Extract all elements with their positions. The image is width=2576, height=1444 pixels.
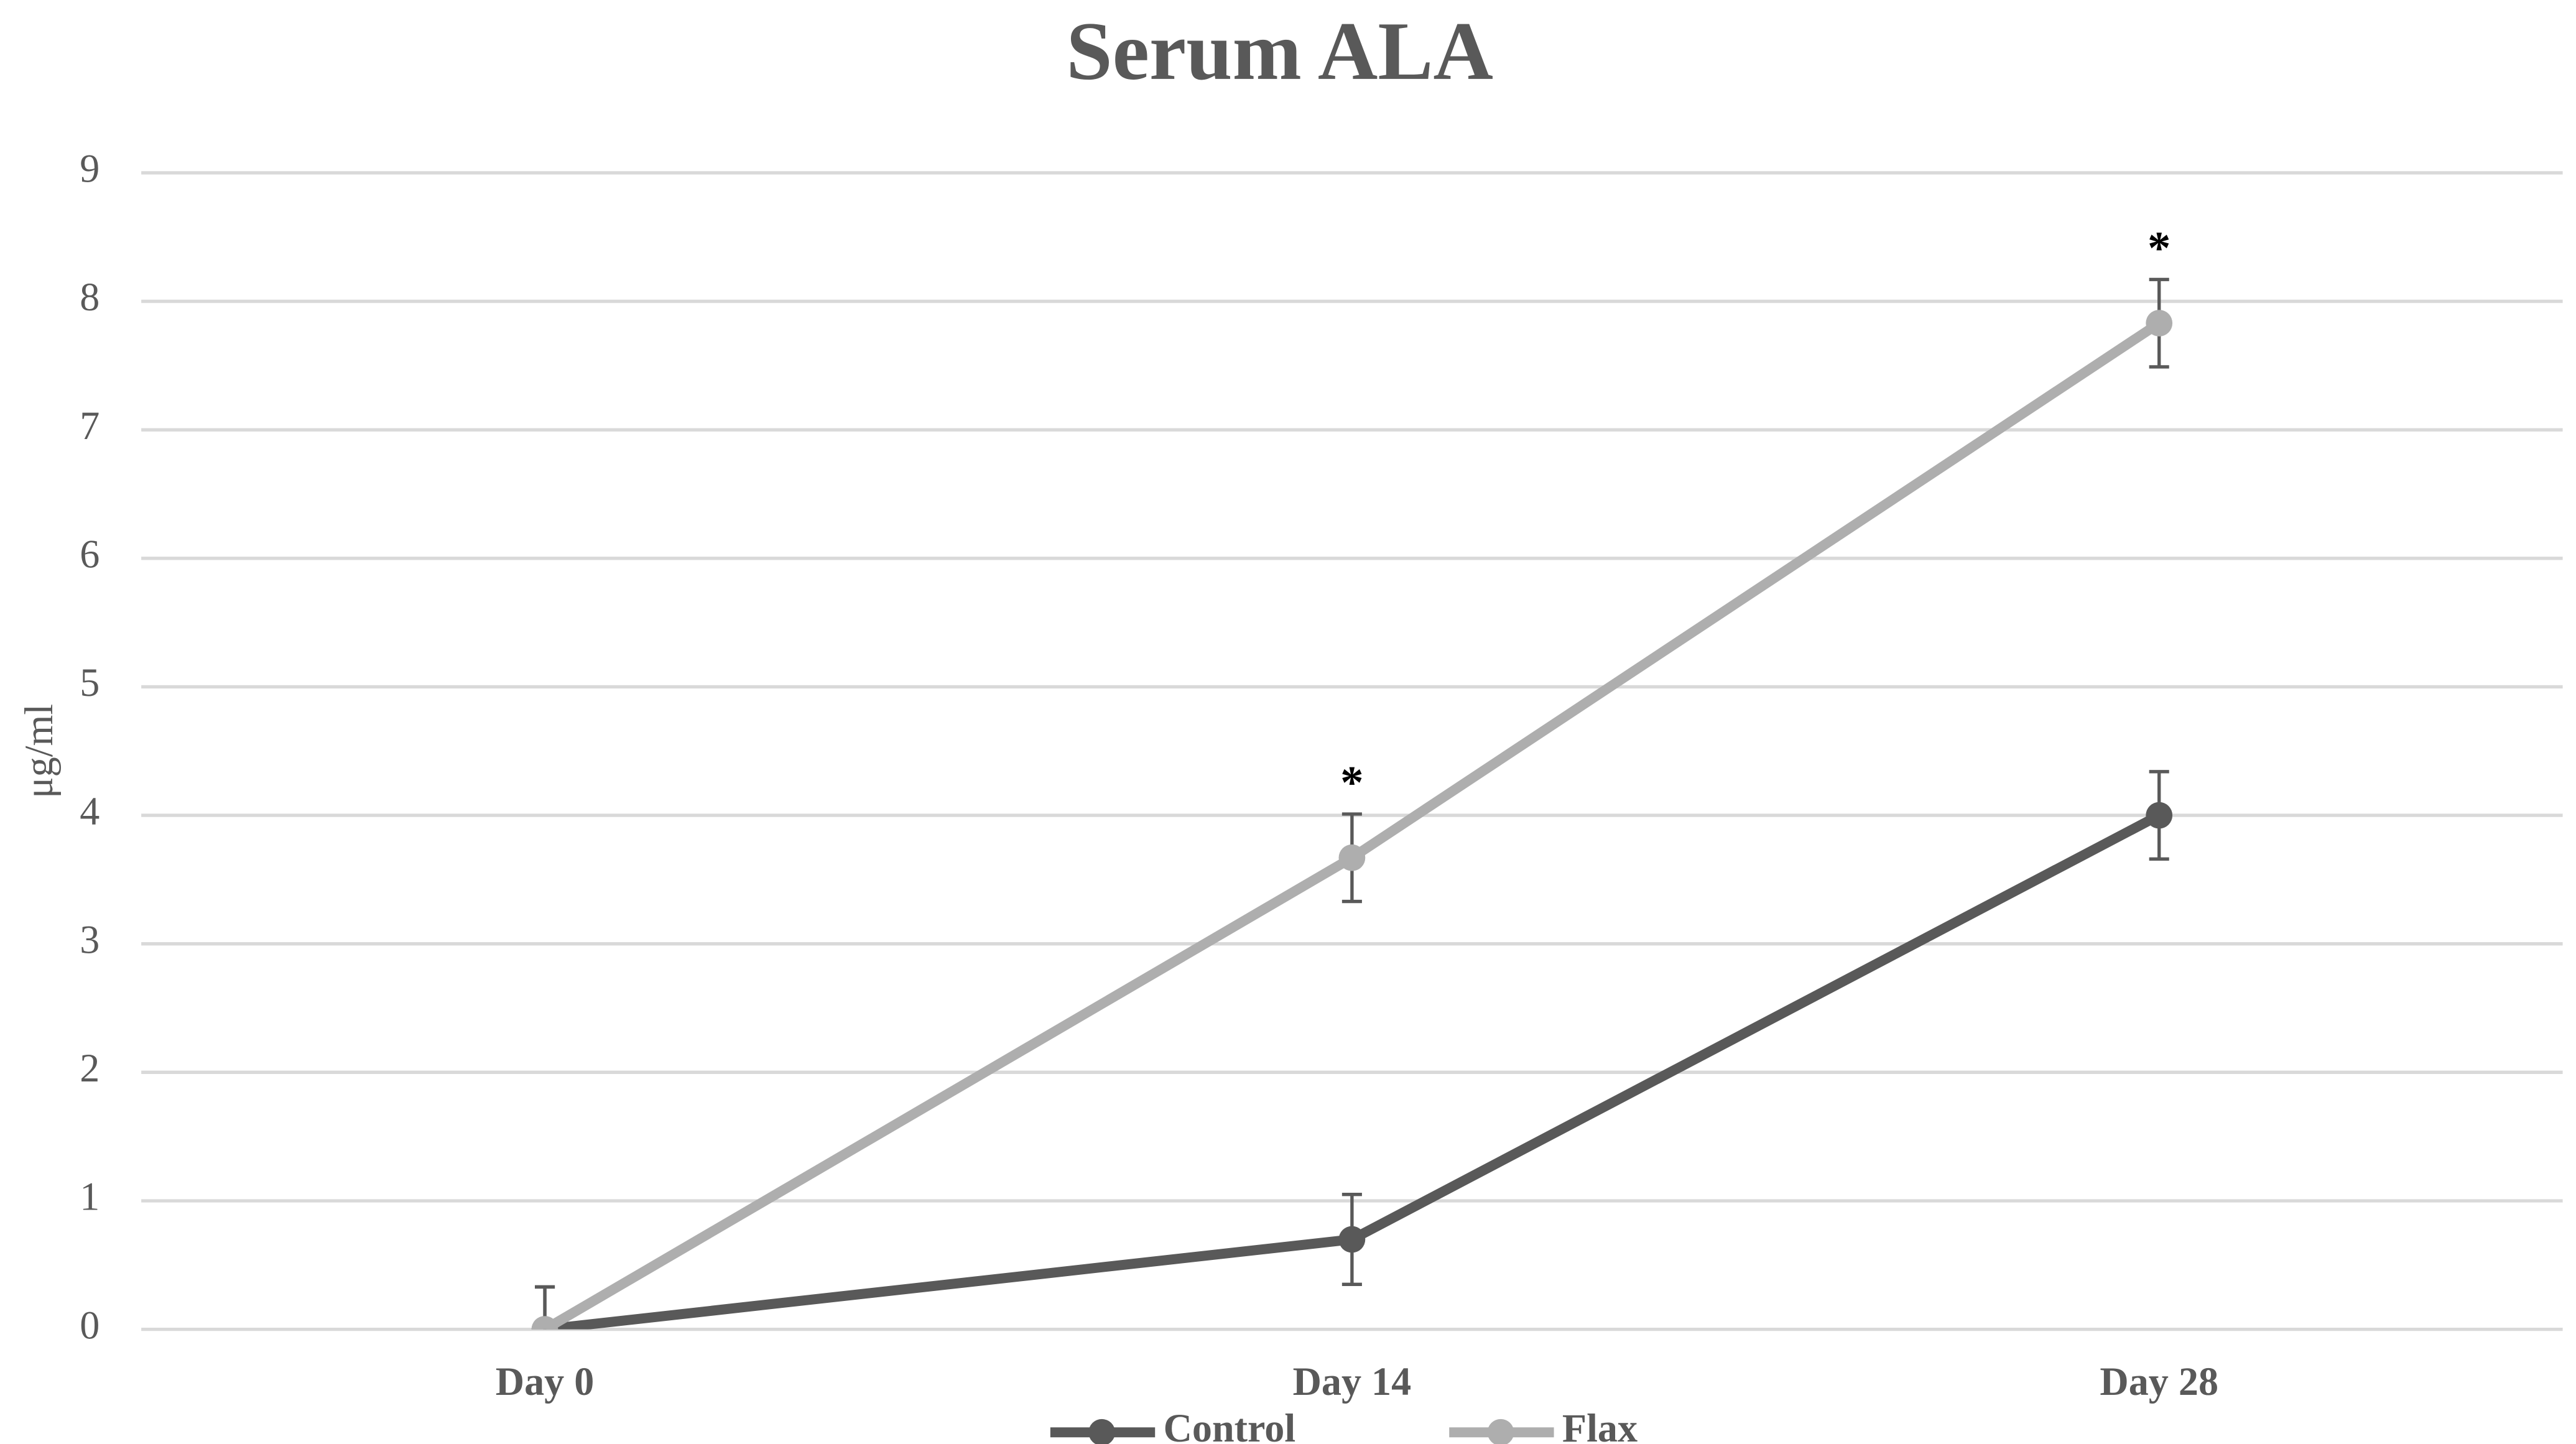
x-tick-label: Day 28 [2100, 1359, 2218, 1404]
data-point [2146, 802, 2173, 829]
chart-title: Serum ALA [1066, 5, 1493, 97]
plot-area [531, 277, 2173, 1330]
y-tick-label: 0 [80, 1303, 100, 1347]
y-tick-label: 2 [80, 1046, 100, 1090]
data-point [1338, 1226, 1366, 1253]
legend-marker [1487, 1419, 1514, 1444]
legend-label: Control [1164, 1406, 1296, 1444]
legend-label: Flax [1562, 1406, 1638, 1444]
x-tick-label: Day 0 [496, 1359, 595, 1404]
y-tick-label: 8 [80, 275, 100, 319]
error-bar [535, 1285, 555, 1330]
y-tick-label: 5 [80, 660, 100, 705]
legend-marker [1088, 1419, 1116, 1444]
data-point [1338, 844, 1366, 871]
annotation: * [2147, 223, 2171, 274]
y-tick-label: 6 [80, 532, 100, 576]
annotation: * [1340, 757, 1363, 808]
y-tick-label: 4 [80, 789, 100, 833]
y-tick-label: 9 [80, 147, 100, 191]
y-tick-label: 3 [80, 917, 100, 961]
y-tick-label: 7 [80, 404, 100, 448]
data-point [531, 1316, 558, 1330]
x-tick-label: Day 14 [1293, 1359, 1412, 1404]
y-tick-label: 1 [80, 1175, 100, 1219]
y-axis-label: μg/ml [17, 704, 61, 798]
data-point [2146, 310, 2173, 337]
